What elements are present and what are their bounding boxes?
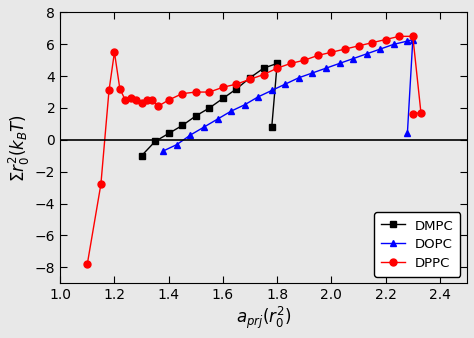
DPPC xyxy=(234,82,239,86)
DPPC xyxy=(193,90,199,94)
DOPC xyxy=(188,133,193,137)
DPPC xyxy=(396,34,402,38)
Line: DPPC: DPPC xyxy=(84,33,424,267)
DPPC xyxy=(410,34,416,38)
DOPC xyxy=(310,71,315,75)
DPPC xyxy=(274,66,280,70)
DPPC xyxy=(315,53,321,57)
DOPC xyxy=(215,117,220,121)
DPPC xyxy=(150,98,155,102)
DPPC xyxy=(117,87,123,91)
DPPC xyxy=(128,96,134,100)
DPPC xyxy=(328,50,334,54)
DMPC xyxy=(179,123,185,127)
DPPC xyxy=(261,73,266,77)
DOPC xyxy=(160,149,166,153)
DMPC xyxy=(193,114,199,118)
DPPC xyxy=(301,58,307,62)
DPPC xyxy=(84,262,90,266)
DPPC xyxy=(144,98,150,102)
DOPC xyxy=(404,131,410,136)
DMPC xyxy=(152,139,158,143)
X-axis label: $a_{prj}(r^2_0)$: $a_{prj}(r^2_0)$ xyxy=(236,305,292,331)
DPPC xyxy=(410,112,416,116)
DPPC xyxy=(288,62,293,66)
DOPC xyxy=(296,76,302,80)
DMPC xyxy=(274,62,280,66)
DPPC xyxy=(207,90,212,94)
DMPC xyxy=(269,125,274,129)
DPPC xyxy=(220,85,226,89)
DPPC xyxy=(133,98,139,102)
DOPC xyxy=(283,82,288,86)
DOPC xyxy=(201,125,207,129)
DPPC xyxy=(122,98,128,102)
Line: DOPC: DOPC xyxy=(160,36,416,154)
DOPC xyxy=(364,52,370,56)
DPPC xyxy=(139,101,145,105)
Legend: DMPC, DOPC, DPPC: DMPC, DOPC, DPPC xyxy=(374,213,460,276)
DOPC xyxy=(377,47,383,51)
DMPC xyxy=(207,106,212,110)
DOPC xyxy=(323,66,329,70)
DPPC xyxy=(166,98,172,102)
DOPC xyxy=(242,103,247,107)
DPPC xyxy=(383,38,389,42)
DOPC xyxy=(391,42,397,46)
DPPC xyxy=(98,183,104,187)
DPPC xyxy=(179,92,185,96)
DOPC xyxy=(174,143,180,147)
DMPC xyxy=(166,131,172,136)
DPPC xyxy=(155,104,161,108)
DPPC xyxy=(369,41,375,45)
DPPC xyxy=(418,111,424,115)
DMPC xyxy=(261,66,266,70)
Y-axis label: $\Sigma r_0^2(k_BT)$: $\Sigma r_0^2(k_BT)$ xyxy=(7,114,32,182)
DPPC xyxy=(247,77,253,81)
DMPC xyxy=(247,76,253,80)
DMPC xyxy=(139,154,145,158)
DOPC xyxy=(410,38,416,42)
DOPC xyxy=(228,109,234,113)
DPPC xyxy=(356,44,361,48)
DOPC xyxy=(337,62,342,66)
DPPC xyxy=(111,50,117,54)
DOPC xyxy=(255,95,261,99)
DPPC xyxy=(106,89,112,93)
DOPC xyxy=(269,89,274,93)
DOPC xyxy=(404,39,410,43)
Line: DMPC: DMPC xyxy=(138,60,281,159)
DOPC xyxy=(350,56,356,61)
DPPC xyxy=(342,47,348,51)
DMPC xyxy=(220,96,226,100)
DMPC xyxy=(234,87,239,91)
